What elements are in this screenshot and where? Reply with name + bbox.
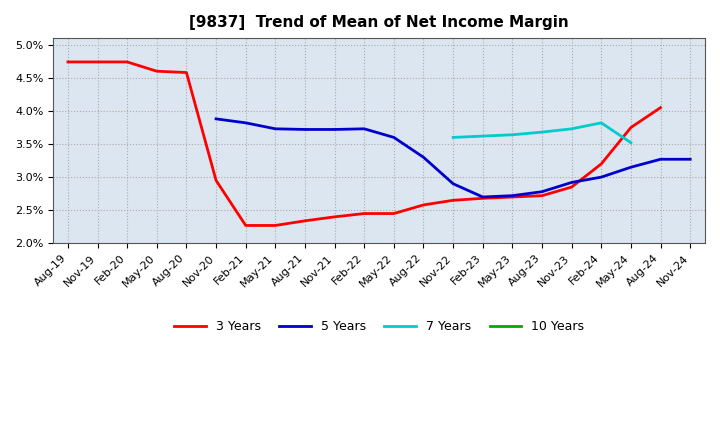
7 Years [479, 133, 487, 139]
3 Years [123, 59, 132, 65]
3 Years [449, 198, 457, 203]
5 Years [301, 127, 310, 132]
3 Years [567, 184, 576, 190]
3 Years [508, 194, 517, 200]
5 Years [212, 116, 220, 121]
7 Years [626, 140, 635, 145]
5 Years [597, 175, 606, 180]
7 Years [597, 120, 606, 125]
7 Years [567, 126, 576, 132]
3 Years [63, 59, 72, 65]
3 Years [241, 223, 250, 228]
3 Years [656, 105, 665, 110]
5 Years [449, 181, 457, 187]
3 Years [153, 69, 161, 74]
5 Years [656, 157, 665, 162]
5 Years [390, 135, 398, 140]
Line: 7 Years: 7 Years [453, 123, 631, 143]
5 Years [686, 157, 695, 162]
3 Years [626, 125, 635, 130]
7 Years [449, 135, 457, 140]
Line: 5 Years: 5 Years [216, 119, 690, 197]
5 Years [538, 189, 546, 194]
5 Years [360, 126, 369, 132]
3 Years [271, 223, 279, 228]
3 Years [93, 59, 102, 65]
3 Years [182, 70, 191, 75]
3 Years [390, 211, 398, 216]
5 Years [271, 126, 279, 132]
Title: [9837]  Trend of Mean of Net Income Margin: [9837] Trend of Mean of Net Income Margi… [189, 15, 569, 30]
5 Years [626, 165, 635, 170]
Legend: 3 Years, 5 Years, 7 Years, 10 Years: 3 Years, 5 Years, 7 Years, 10 Years [169, 315, 589, 338]
3 Years [301, 218, 310, 224]
7 Years [538, 129, 546, 135]
3 Years [330, 214, 339, 220]
3 Years [212, 178, 220, 183]
3 Years [597, 161, 606, 166]
Line: 3 Years: 3 Years [68, 62, 660, 225]
3 Years [479, 196, 487, 201]
5 Years [241, 120, 250, 125]
7 Years [508, 132, 517, 137]
3 Years [419, 202, 428, 208]
3 Years [360, 211, 369, 216]
5 Years [330, 127, 339, 132]
5 Years [567, 180, 576, 185]
5 Years [508, 193, 517, 198]
5 Years [419, 154, 428, 160]
3 Years [538, 193, 546, 198]
5 Years [479, 194, 487, 200]
